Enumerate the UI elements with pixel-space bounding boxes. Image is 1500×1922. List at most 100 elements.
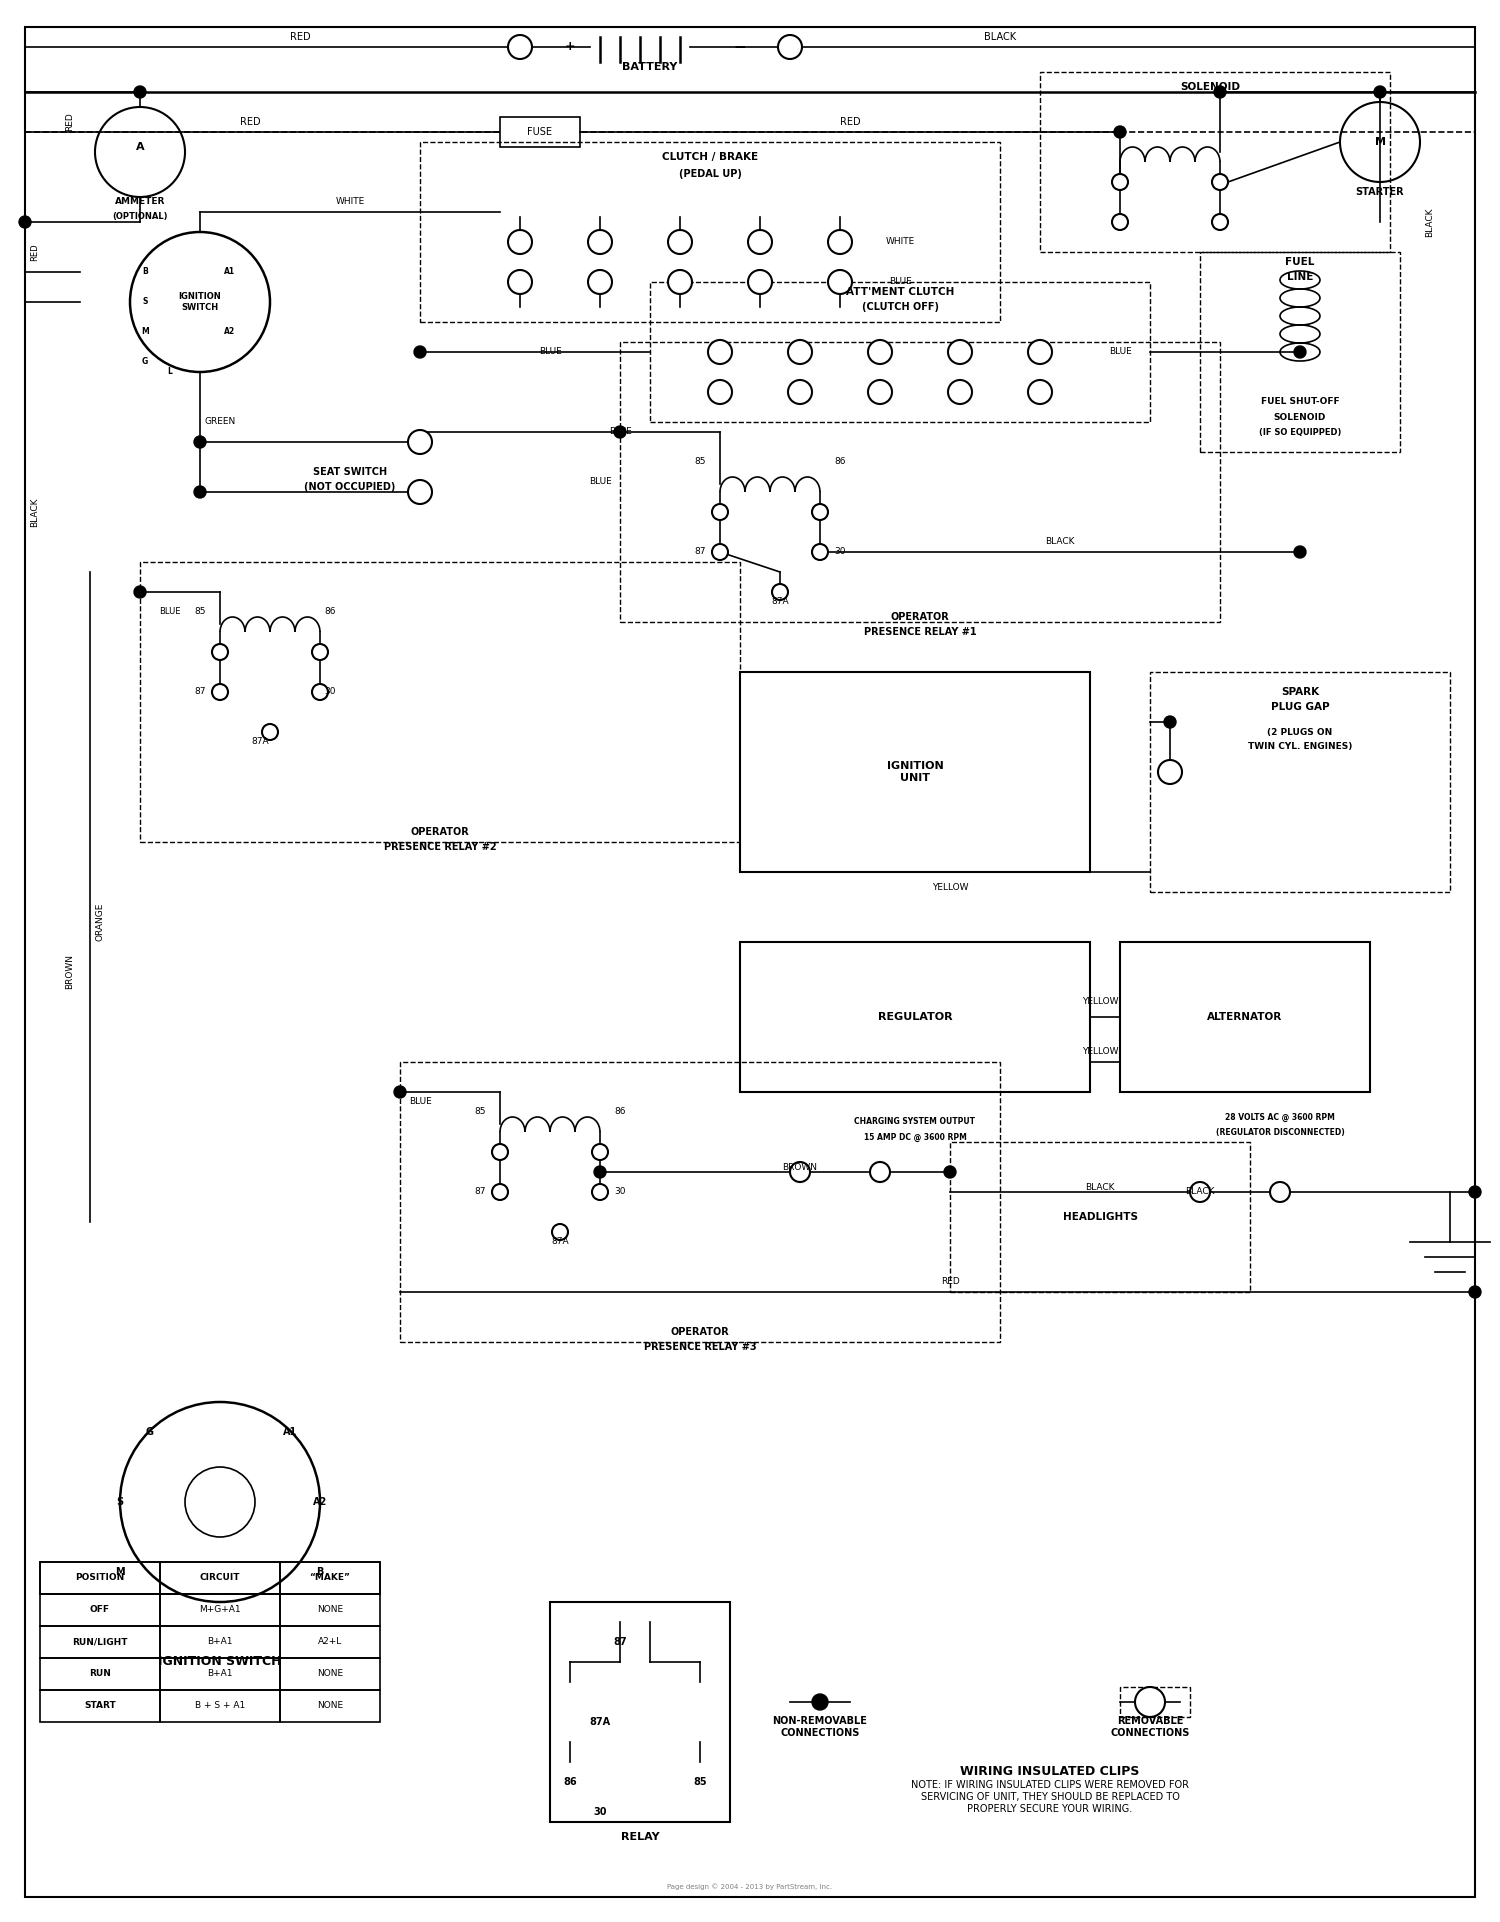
Text: 87A: 87A bbox=[251, 738, 268, 746]
Text: OFF: OFF bbox=[90, 1605, 110, 1614]
Text: “MAKE”: “MAKE” bbox=[309, 1574, 351, 1582]
Text: (NOT OCCUPIED): (NOT OCCUPIED) bbox=[304, 482, 396, 492]
Text: −: − bbox=[734, 40, 747, 54]
Text: L: L bbox=[168, 367, 172, 377]
Text: RED: RED bbox=[290, 33, 310, 42]
Text: BATTERY: BATTERY bbox=[622, 62, 678, 71]
Circle shape bbox=[1214, 86, 1225, 98]
Text: (PEDAL UP): (PEDAL UP) bbox=[678, 169, 741, 179]
Text: +: + bbox=[564, 40, 576, 54]
Text: BLUE: BLUE bbox=[159, 607, 180, 617]
Circle shape bbox=[1294, 346, 1306, 357]
Text: 30: 30 bbox=[834, 548, 846, 557]
Text: BLUE: BLUE bbox=[588, 477, 612, 486]
Circle shape bbox=[1270, 1182, 1290, 1201]
Text: BLUE: BLUE bbox=[1108, 348, 1131, 356]
Text: LINE: LINE bbox=[1287, 273, 1312, 283]
Text: BLUE: BLUE bbox=[408, 1097, 432, 1107]
Bar bbox=[950, 1142, 1250, 1292]
Circle shape bbox=[509, 35, 532, 60]
Text: NONE: NONE bbox=[316, 1670, 344, 1678]
Circle shape bbox=[492, 1144, 508, 1161]
Circle shape bbox=[592, 1184, 608, 1199]
Circle shape bbox=[870, 1163, 889, 1182]
Circle shape bbox=[788, 340, 812, 363]
Text: 87A: 87A bbox=[771, 598, 789, 607]
Bar bbox=[1120, 942, 1370, 1092]
Bar bbox=[280, 1689, 380, 1722]
Text: B + S + A1: B + S + A1 bbox=[195, 1701, 244, 1711]
Text: 85: 85 bbox=[474, 1107, 486, 1117]
Circle shape bbox=[748, 269, 772, 294]
Text: OPERATOR: OPERATOR bbox=[891, 611, 950, 623]
Text: G: G bbox=[146, 1426, 154, 1438]
Circle shape bbox=[944, 1167, 956, 1178]
Text: RUN: RUN bbox=[88, 1670, 111, 1678]
Circle shape bbox=[1190, 1182, 1210, 1201]
Bar bbox=[40, 1563, 160, 1593]
Circle shape bbox=[828, 231, 852, 254]
Text: BLUE: BLUE bbox=[888, 277, 912, 286]
Text: RED: RED bbox=[240, 117, 261, 127]
Text: BLACK: BLACK bbox=[984, 33, 1016, 42]
Text: BLACK: BLACK bbox=[30, 498, 39, 527]
Circle shape bbox=[778, 35, 802, 60]
Text: SOLENOID: SOLENOID bbox=[1274, 413, 1326, 421]
Circle shape bbox=[408, 480, 432, 504]
Bar bbox=[650, 283, 1150, 423]
Text: OPERATOR: OPERATOR bbox=[670, 1326, 729, 1338]
Text: (OPTIONAL): (OPTIONAL) bbox=[112, 213, 168, 221]
Text: BLACK: BLACK bbox=[1046, 538, 1074, 546]
Circle shape bbox=[1468, 1186, 1480, 1197]
Circle shape bbox=[509, 269, 532, 294]
Circle shape bbox=[948, 381, 972, 404]
Text: PRESENCE RELAY #2: PRESENCE RELAY #2 bbox=[384, 842, 496, 851]
Circle shape bbox=[1112, 213, 1128, 231]
Text: A2: A2 bbox=[314, 1497, 327, 1507]
Bar bbox=[550, 1603, 730, 1822]
Circle shape bbox=[1112, 175, 1128, 190]
Circle shape bbox=[211, 684, 228, 700]
Bar bbox=[160, 1659, 280, 1689]
Bar bbox=[40, 1563, 380, 1593]
Circle shape bbox=[948, 340, 972, 363]
Text: M: M bbox=[1374, 136, 1386, 146]
Bar bbox=[420, 142, 1000, 323]
Bar bbox=[740, 942, 1090, 1092]
Circle shape bbox=[552, 1224, 568, 1240]
Text: YELLOW: YELLOW bbox=[1082, 1047, 1118, 1057]
Bar bbox=[1150, 673, 1450, 892]
Text: NON-REMOVABLE
CONNECTIONS: NON-REMOVABLE CONNECTIONS bbox=[772, 1716, 867, 1737]
Text: 30: 30 bbox=[615, 1188, 626, 1197]
Bar bbox=[740, 673, 1090, 873]
Circle shape bbox=[211, 644, 228, 659]
Text: WHITE: WHITE bbox=[336, 198, 364, 206]
Circle shape bbox=[668, 269, 692, 294]
Bar bbox=[160, 1563, 280, 1593]
Text: A1: A1 bbox=[225, 267, 236, 277]
Circle shape bbox=[1114, 127, 1126, 138]
Circle shape bbox=[668, 231, 692, 254]
Circle shape bbox=[194, 486, 206, 498]
Text: WHITE: WHITE bbox=[885, 238, 915, 246]
Bar bbox=[160, 1689, 280, 1722]
Text: 85: 85 bbox=[693, 1778, 706, 1787]
Text: AMMETER: AMMETER bbox=[116, 198, 165, 206]
Bar bbox=[1040, 71, 1391, 252]
Text: M+G+A1: M+G+A1 bbox=[200, 1605, 242, 1614]
Text: PRESENCE RELAY #1: PRESENCE RELAY #1 bbox=[864, 627, 976, 636]
Bar bbox=[40, 1626, 160, 1659]
Circle shape bbox=[592, 1144, 608, 1161]
Circle shape bbox=[614, 427, 626, 438]
Text: RELAY: RELAY bbox=[621, 1832, 660, 1841]
Text: G: G bbox=[142, 357, 148, 367]
Bar bbox=[620, 342, 1220, 623]
Text: RUN/LIGHT: RUN/LIGHT bbox=[72, 1638, 128, 1647]
Circle shape bbox=[868, 381, 892, 404]
Text: B: B bbox=[142, 267, 148, 277]
Bar bbox=[280, 1593, 380, 1626]
Text: 87: 87 bbox=[694, 548, 705, 557]
Text: SOLENOID: SOLENOID bbox=[1180, 83, 1240, 92]
Bar bbox=[160, 1593, 280, 1626]
Bar bbox=[40, 1593, 160, 1626]
